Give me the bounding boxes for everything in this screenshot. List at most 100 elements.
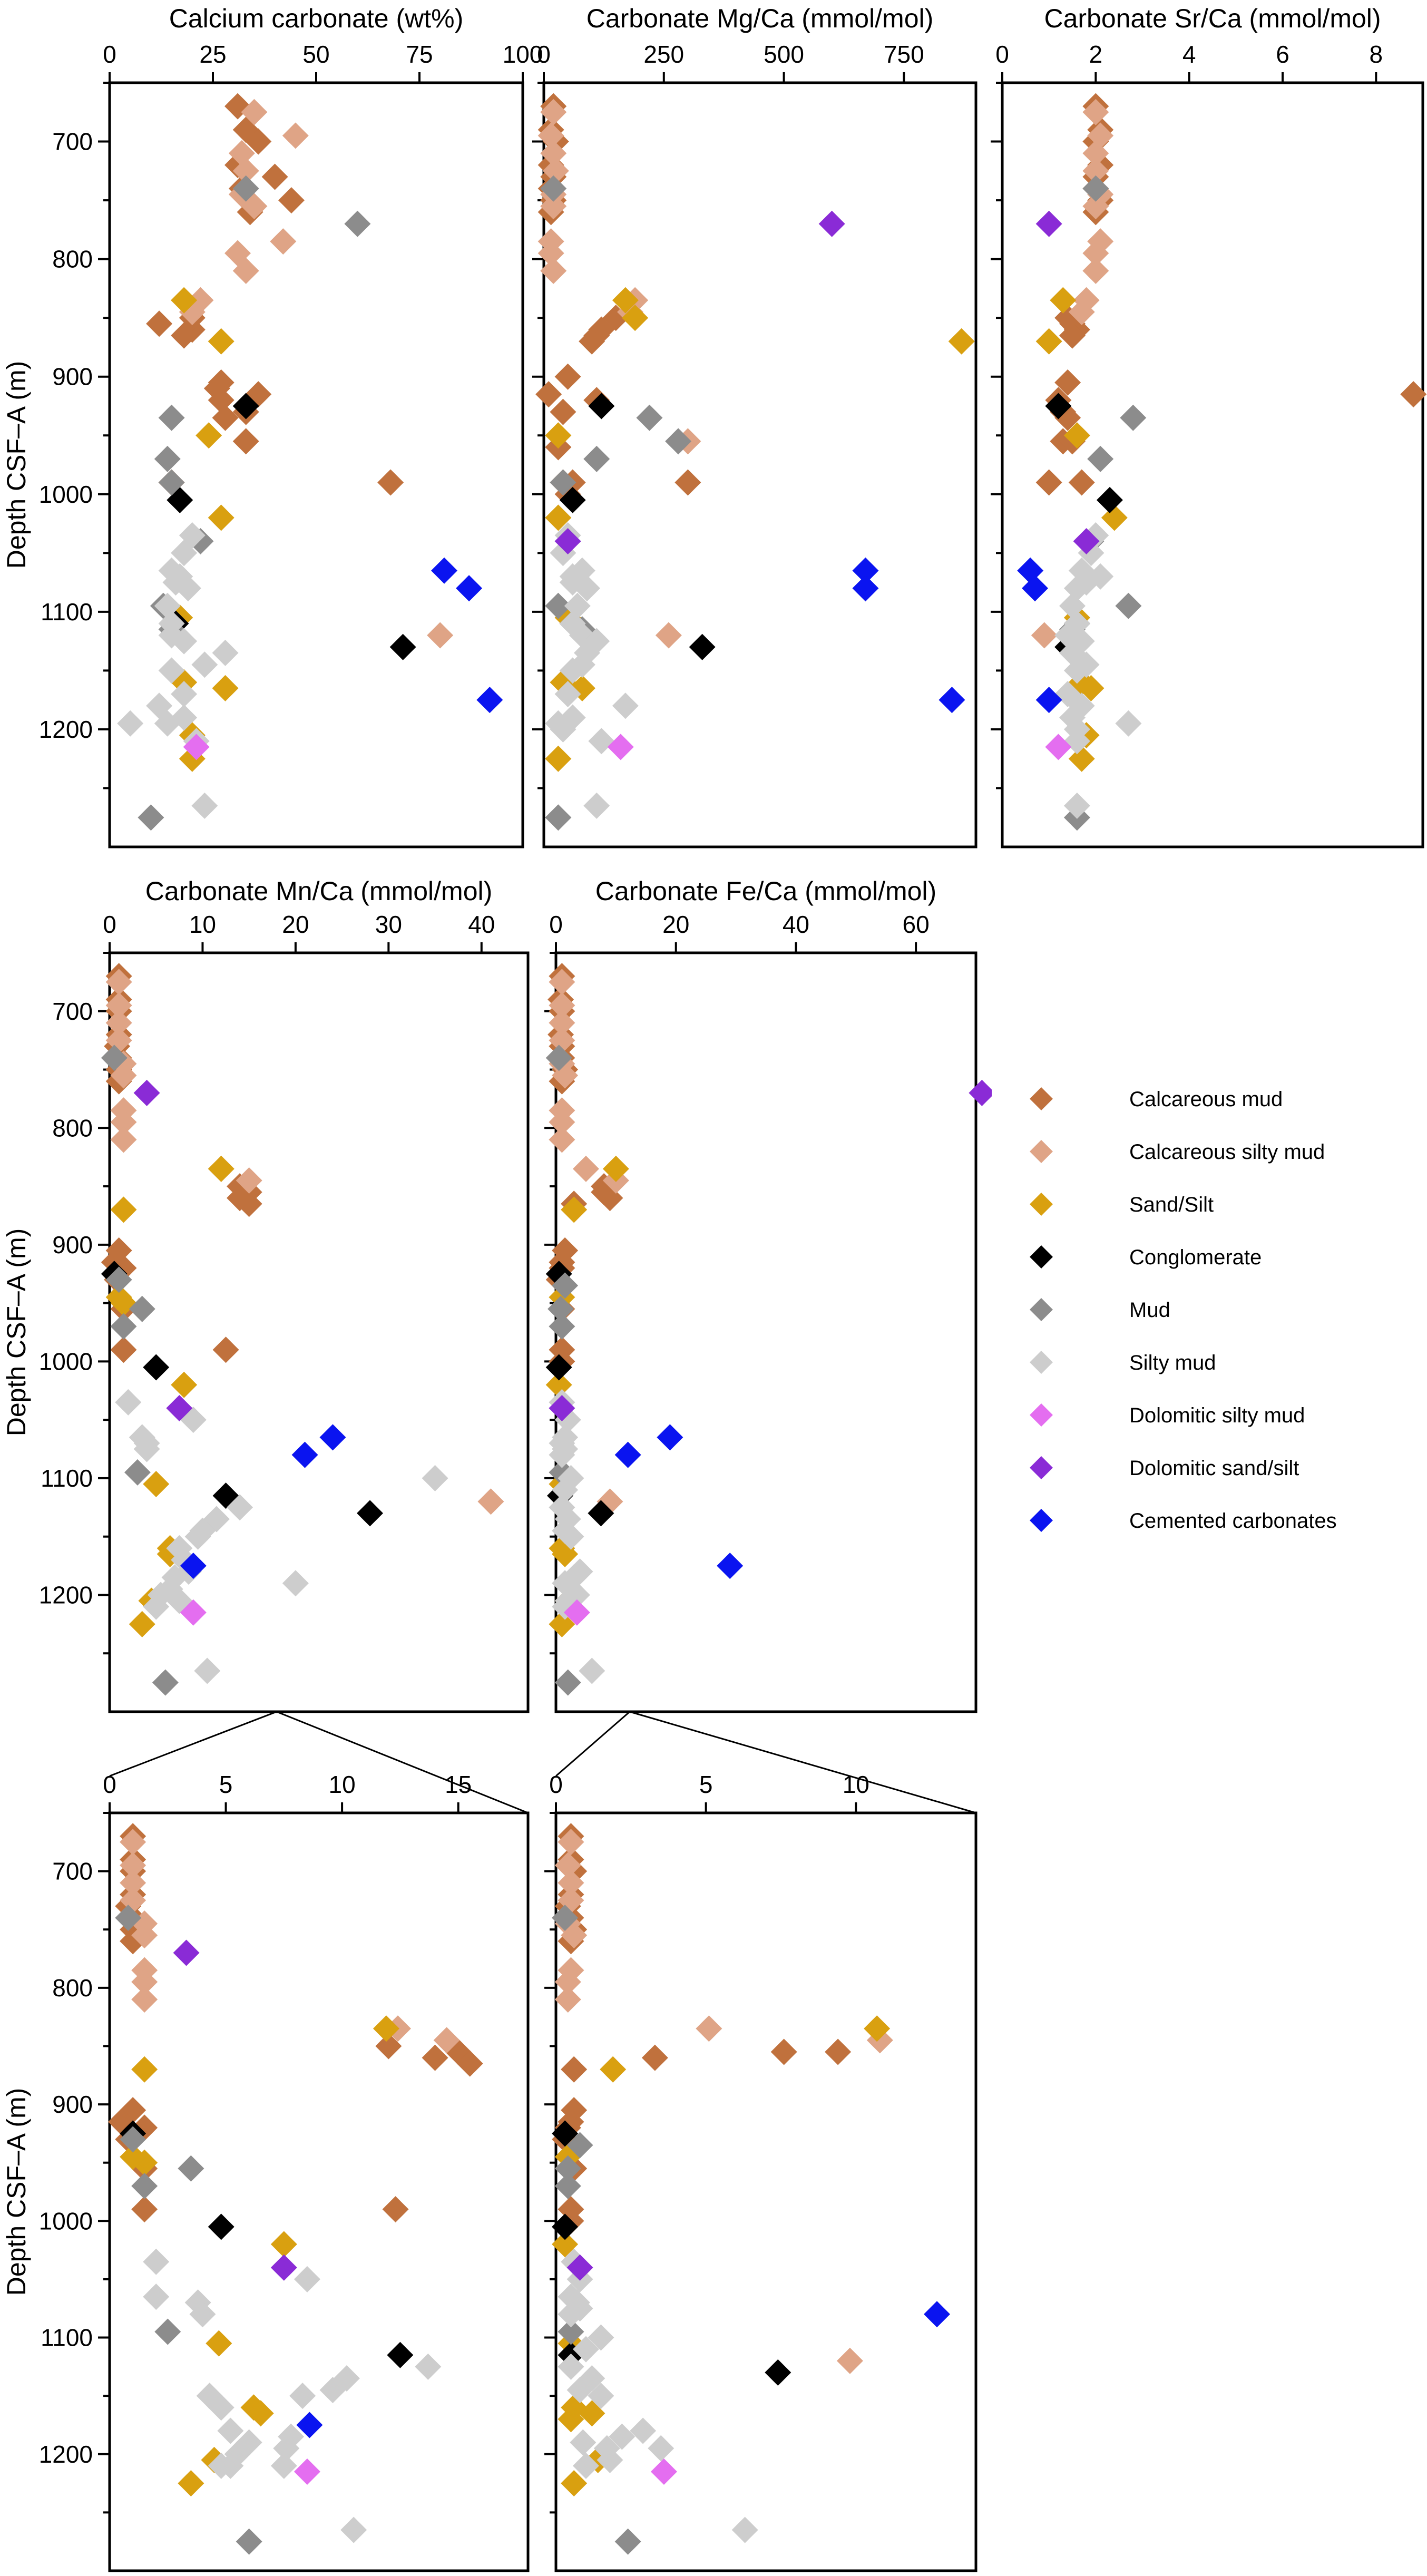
data-point bbox=[152, 1669, 179, 1696]
data-point bbox=[227, 1494, 253, 1521]
data-point bbox=[612, 287, 639, 314]
x-tick-label: 75 bbox=[406, 41, 433, 68]
data-point bbox=[270, 2452, 297, 2479]
points-group bbox=[545, 963, 992, 1696]
x-tick-label: 5 bbox=[219, 1771, 233, 1798]
data-point bbox=[588, 728, 615, 755]
data-point bbox=[650, 2458, 677, 2485]
data-point bbox=[208, 1155, 234, 1182]
data-point bbox=[232, 428, 259, 455]
x-tick-label: 0 bbox=[549, 911, 563, 938]
plot-frame bbox=[554, 951, 978, 1713]
data-point bbox=[1078, 540, 1105, 567]
x-tick-label: 2 bbox=[1089, 41, 1103, 68]
data-point bbox=[389, 633, 416, 660]
data-point bbox=[540, 175, 567, 202]
data-point bbox=[655, 622, 682, 649]
data-point bbox=[579, 2400, 605, 2427]
x-tick-label: 4 bbox=[1182, 41, 1196, 68]
y-tick-label: 1200 bbox=[39, 716, 93, 743]
data-point bbox=[552, 1477, 579, 1504]
data-point bbox=[545, 804, 572, 831]
data-point bbox=[105, 1284, 132, 1311]
data-point bbox=[864, 2015, 891, 2042]
data-point bbox=[545, 504, 572, 531]
data-point bbox=[1068, 628, 1095, 655]
data-point bbox=[1082, 240, 1109, 267]
y-tick-label: 1000 bbox=[39, 1348, 93, 1375]
x-tick-label: 25 bbox=[199, 41, 226, 68]
data-point bbox=[1400, 381, 1427, 408]
data-point bbox=[607, 734, 634, 760]
y-axis-label: Depth CSF–A (m) bbox=[2, 361, 31, 569]
data-point bbox=[1115, 710, 1142, 737]
data-point bbox=[570, 2429, 597, 2456]
data-point bbox=[120, 2143, 146, 2170]
plot-frame bbox=[554, 1811, 978, 2572]
data-point bbox=[558, 1869, 584, 1896]
data-point bbox=[282, 1570, 309, 1597]
data-point bbox=[675, 469, 701, 496]
data-point bbox=[270, 2254, 297, 2281]
x-tick-label: 40 bbox=[468, 911, 495, 938]
data-point bbox=[382, 2196, 409, 2223]
data-point bbox=[196, 422, 222, 449]
legend-marker bbox=[1030, 1298, 1053, 1321]
zoom-connector-line bbox=[109, 1711, 277, 1777]
data-point bbox=[579, 1657, 605, 1684]
data-point bbox=[561, 1922, 588, 1949]
x-tick-label: 20 bbox=[662, 911, 689, 938]
y-axis-label: Depth CSF–A (m) bbox=[2, 2088, 31, 2296]
legend-label: Sand/Silt bbox=[1129, 1193, 1214, 1216]
y-tick-label: 700 bbox=[52, 128, 93, 155]
data-point bbox=[550, 469, 576, 496]
data-point bbox=[969, 1079, 992, 1106]
data-point bbox=[133, 1436, 160, 1462]
data-point bbox=[554, 2172, 581, 2199]
data-point bbox=[579, 328, 605, 355]
data-point bbox=[542, 158, 569, 184]
data-point bbox=[572, 2336, 599, 2363]
data-point bbox=[212, 404, 239, 431]
data-point bbox=[171, 287, 198, 314]
data-point bbox=[131, 2114, 158, 2141]
data-point bbox=[545, 592, 572, 619]
data-point bbox=[597, 2446, 623, 2473]
data-point bbox=[554, 528, 581, 554]
data-point bbox=[174, 575, 201, 602]
points-group bbox=[108, 1823, 483, 2555]
data-point bbox=[1035, 687, 1062, 714]
data-point bbox=[289, 2383, 316, 2409]
data-point bbox=[549, 1009, 575, 1036]
data-point bbox=[770, 2038, 797, 2065]
data-point bbox=[765, 2359, 791, 2386]
data-point bbox=[622, 305, 649, 331]
data-point bbox=[731, 2516, 758, 2543]
data-point bbox=[110, 1336, 137, 1363]
data-point bbox=[558, 2301, 584, 2328]
data-point bbox=[427, 622, 454, 649]
data-point bbox=[609, 2423, 636, 2450]
data-point bbox=[1045, 734, 1072, 760]
data-point bbox=[166, 1395, 193, 1421]
x-tick-label: 0 bbox=[995, 41, 1009, 68]
data-point bbox=[241, 99, 268, 125]
data-point bbox=[357, 1500, 384, 1527]
data-point bbox=[558, 2406, 584, 2433]
data-point bbox=[171, 628, 198, 655]
data-point bbox=[232, 175, 259, 202]
data-point bbox=[146, 310, 173, 337]
y-tick-label: 800 bbox=[52, 1114, 93, 1141]
data-point bbox=[1068, 469, 1095, 496]
points-group bbox=[1017, 93, 1427, 831]
data-point bbox=[143, 1471, 170, 1497]
data-point bbox=[120, 1829, 146, 1856]
data-point bbox=[1082, 193, 1109, 220]
data-point bbox=[602, 1155, 629, 1182]
data-point bbox=[600, 2056, 627, 2083]
data-point bbox=[583, 445, 610, 472]
data-point bbox=[191, 651, 218, 678]
data-point bbox=[552, 2120, 579, 2147]
legend-marker bbox=[1030, 1351, 1053, 1374]
